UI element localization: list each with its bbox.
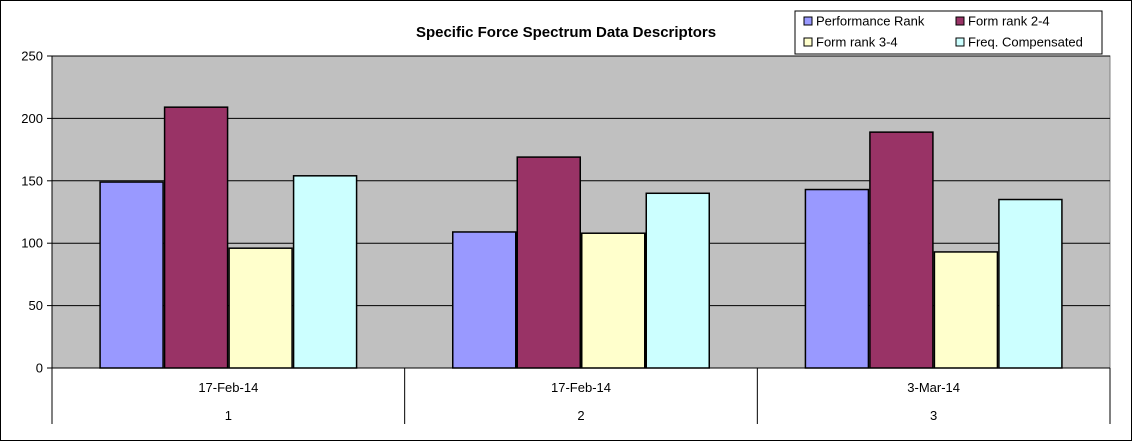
x-tick-label-index-1: 1 xyxy=(225,408,232,423)
legend-swatch-2 xyxy=(955,16,965,26)
legend: Performance Rank Form rank 2-4 Form rank 3… xyxy=(794,10,1103,55)
legend-swatch-3 xyxy=(803,37,813,47)
x-tick-label-index-2: 2 xyxy=(577,408,584,423)
bar-1-4 xyxy=(292,175,358,369)
y-tick-label-200: 200 xyxy=(21,111,43,126)
x-tick-label-date-3: 3-Mar-14 xyxy=(907,380,960,395)
bar-2-1 xyxy=(452,231,517,369)
x-tick-label-date-2: 17-Feb-14 xyxy=(551,380,611,395)
x-tick-label-index-3: 3 xyxy=(930,408,937,423)
bar-3-4 xyxy=(998,198,1063,369)
y-tick-label-50: 50 xyxy=(29,298,43,313)
legend-swatch-4 xyxy=(955,37,965,47)
y-tick-label-250: 250 xyxy=(21,49,43,64)
bar-2-3 xyxy=(581,232,646,369)
bar-2-4 xyxy=(645,192,710,369)
bar-1-2 xyxy=(163,106,229,369)
legend-label-1: Performance Rank xyxy=(816,14,925,29)
bar-3-2 xyxy=(869,131,934,369)
legend-label-4: Freq. Compensated xyxy=(968,35,1083,50)
legend-label-2: Form rank 2-4 xyxy=(968,14,1050,29)
bar-3-3 xyxy=(933,251,999,369)
chart-title: Specific Force Spectrum Data Descriptors xyxy=(416,24,716,41)
bar-1-1 xyxy=(99,181,164,369)
bar-3-1 xyxy=(804,188,870,369)
bar-1-3 xyxy=(228,247,293,369)
y-tick-label-0: 0 xyxy=(36,361,43,376)
x-tick-label-date-1: 17-Feb-14 xyxy=(198,380,258,395)
y-tick-label-100: 100 xyxy=(21,236,43,251)
bar-2-2 xyxy=(516,156,581,369)
legend-swatch-1 xyxy=(803,16,813,26)
y-tick-label-150: 150 xyxy=(21,173,43,188)
plot-area: 0 50 100 150 200 250 17-Feb-14 1 17-Feb-14 2 3-Mar… xyxy=(21,49,1111,424)
legend-label-3: Form rank 3-4 xyxy=(816,35,898,50)
legend-box xyxy=(794,10,1103,55)
